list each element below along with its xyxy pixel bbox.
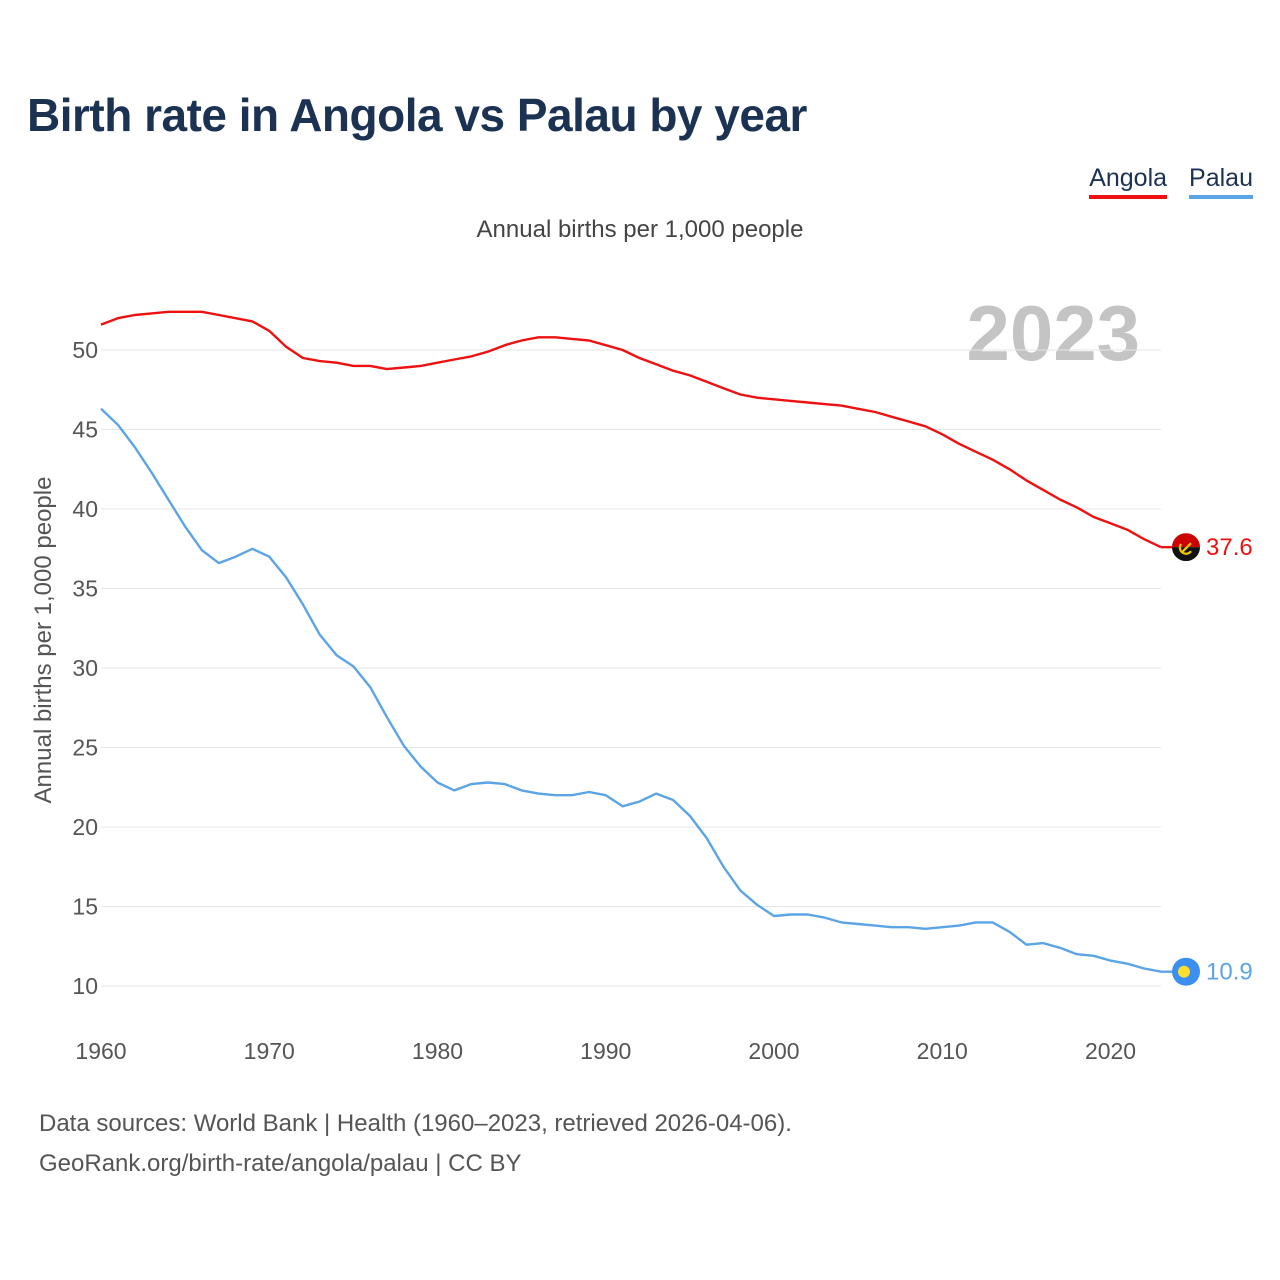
x-tick-label: 1990 — [580, 1038, 631, 1064]
x-tick-label: 2000 — [748, 1038, 799, 1064]
series-line-palau[interactable] — [100, 407, 1162, 973]
y-axis-ticks: 10 15 20 25 30 35 40 45 50 — [72, 337, 98, 999]
y-tick-label: 45 — [72, 417, 98, 443]
legend-item-angola[interactable]: Angola — [1089, 164, 1168, 199]
footer: Data sources: World Bank | Health (1960–… — [39, 1104, 792, 1184]
data-source-note: Data sources: World Bank | Health (1960–… — [39, 1110, 792, 1137]
y-tick-label: 35 — [72, 576, 98, 602]
page-title: Birth rate in Angola vs Palau by year — [27, 89, 807, 141]
x-axis-ticks: 1960 1970 1980 1990 2000 2010 2020 — [75, 1038, 1136, 1064]
y-axis-label: Annual births per 1,000 people — [30, 477, 57, 804]
palau-flag-icon — [1172, 957, 1200, 986]
series: 37.6 10.9 — [100, 310, 1253, 986]
x-tick-label: 2020 — [1085, 1038, 1136, 1064]
x-tick-label: 2010 — [917, 1038, 968, 1064]
x-tick-label: 1960 — [75, 1038, 126, 1064]
angola-flag-icon — [1172, 533, 1200, 562]
y-tick-label: 20 — [72, 814, 98, 840]
y-tick-label: 40 — [72, 496, 98, 522]
x-tick-label: 1980 — [412, 1038, 463, 1064]
legend-item-palau[interactable]: Palau — [1189, 164, 1253, 199]
y-tick-label: 10 — [72, 973, 98, 999]
series-line-angola[interactable] — [100, 310, 1162, 549]
grid — [101, 349, 1161, 987]
y-tick-label: 15 — [72, 894, 98, 920]
end-value-label-palau: 10.9 — [1206, 959, 1253, 986]
y-tick-label: 25 — [72, 735, 98, 761]
chart-subtitle: Annual births per 1,000 people — [476, 216, 804, 243]
y-tick-label: 50 — [72, 337, 98, 363]
legend: Angola Palau — [1089, 164, 1253, 199]
x-tick-label: 1970 — [244, 1038, 295, 1064]
source-url[interactable]: GeoRank.org/birth-rate/angola/palau | CC… — [39, 1150, 522, 1177]
end-value-label-angola: 37.6 — [1206, 534, 1253, 561]
y-tick-label: 30 — [72, 655, 98, 681]
year-watermark: 2023 — [966, 289, 1140, 377]
